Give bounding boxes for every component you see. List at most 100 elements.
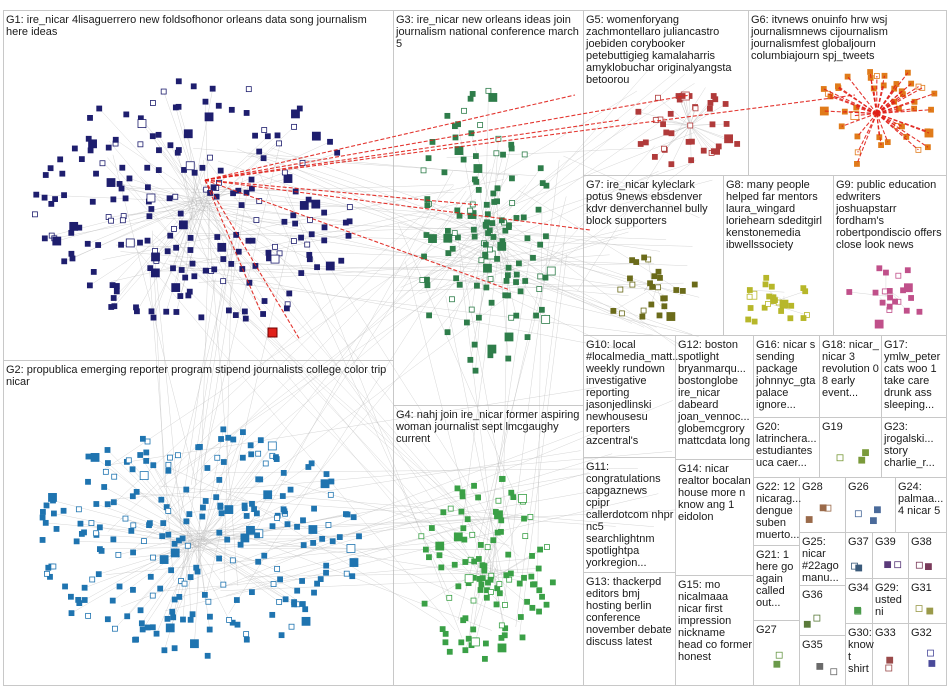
node-avatar[interactable]: [462, 647, 469, 654]
node-avatar[interactable]: [69, 255, 76, 262]
node-avatar[interactable]: [881, 288, 888, 295]
node-avatar[interactable]: [517, 614, 524, 620]
node-avatar[interactable]: [467, 95, 474, 102]
node-avatar[interactable]: [106, 178, 116, 187]
node-avatar[interactable]: [707, 100, 714, 106]
node-avatar[interactable]: [516, 580, 523, 587]
node-avatar[interactable]: [217, 167, 224, 174]
node-avatar[interactable]: [542, 274, 549, 281]
node-avatar[interactable]: [185, 161, 195, 171]
node-avatar[interactable]: [125, 457, 132, 464]
node-avatar[interactable]: [546, 266, 556, 276]
node-avatar[interactable]: [504, 332, 514, 342]
node-avatar[interactable]: [482, 655, 488, 662]
node-avatar[interactable]: [240, 533, 250, 543]
node-avatar[interactable]: [281, 508, 288, 515]
node-avatar[interactable]: [884, 561, 892, 569]
node-avatar[interactable]: [168, 567, 175, 574]
node-avatar[interactable]: [660, 121, 666, 128]
node-avatar[interactable]: [41, 194, 48, 201]
node-avatar[interactable]: [885, 664, 893, 672]
node-avatar[interactable]: [314, 580, 320, 587]
node-avatar[interactable]: [522, 278, 529, 284]
node-avatar[interactable]: [421, 253, 427, 260]
node-avatar[interactable]: [110, 499, 117, 506]
node-avatar[interactable]: [688, 157, 695, 164]
node-avatar[interactable]: [111, 473, 118, 480]
node-avatar[interactable]: [138, 620, 145, 627]
node-avatar[interactable]: [439, 626, 446, 633]
node-avatar[interactable]: [454, 485, 461, 492]
node-avatar[interactable]: [788, 302, 795, 309]
node-avatar[interactable]: [539, 180, 546, 187]
node-avatar[interactable]: [314, 264, 320, 271]
node-avatar[interactable]: [228, 261, 235, 267]
node-avatar[interactable]: [122, 195, 129, 202]
node-avatar[interactable]: [420, 167, 427, 174]
node-avatar[interactable]: [892, 298, 898, 305]
node-avatar[interactable]: [130, 586, 136, 593]
node-avatar[interactable]: [498, 622, 505, 629]
node-avatar[interactable]: [470, 637, 480, 647]
node-avatar[interactable]: [458, 639, 465, 646]
node-avatar[interactable]: [159, 555, 169, 564]
node-avatar[interactable]: [181, 580, 188, 587]
node-avatar[interactable]: [108, 217, 114, 224]
node-avatar[interactable]: [215, 102, 222, 109]
node-avatar[interactable]: [102, 468, 109, 475]
node-avatar[interactable]: [89, 576, 96, 583]
node-avatar[interactable]: [125, 238, 135, 248]
node-avatar[interactable]: [291, 599, 297, 606]
node-avatar[interactable]: [464, 574, 474, 584]
node-avatar[interactable]: [536, 286, 543, 292]
node-avatar[interactable]: [343, 570, 350, 577]
node-avatar[interactable]: [338, 257, 345, 264]
node-avatar[interactable]: [213, 193, 220, 200]
node-avatar[interactable]: [747, 305, 754, 311]
node-avatar[interactable]: [261, 298, 268, 304]
node-avatar[interactable]: [273, 454, 279, 461]
node-avatar[interactable]: [541, 315, 551, 324]
node-avatar[interactable]: [486, 246, 493, 253]
node-avatar[interactable]: [209, 85, 216, 92]
node-avatar[interactable]: [165, 531, 172, 538]
node-avatar[interactable]: [475, 494, 482, 501]
node-avatar[interactable]: [81, 529, 87, 536]
node-avatar[interactable]: [655, 284, 662, 291]
node-avatar[interactable]: [508, 489, 515, 496]
node-avatar[interactable]: [211, 266, 218, 273]
node-avatar[interactable]: [48, 200, 55, 207]
node-avatar[interactable]: [421, 600, 428, 607]
node-avatar[interactable]: [167, 232, 174, 239]
node-avatar[interactable]: [513, 271, 520, 278]
node-avatar[interactable]: [879, 299, 886, 306]
node-avatar[interactable]: [854, 133, 861, 140]
node-avatar[interactable]: [150, 100, 156, 106]
node-avatar[interactable]: [442, 639, 449, 646]
node-avatar[interactable]: [249, 500, 255, 507]
node-avatar[interactable]: [499, 475, 506, 482]
node-avatar[interactable]: [130, 549, 136, 556]
node-avatar[interactable]: [509, 175, 515, 182]
highlight-node[interactable]: [267, 327, 278, 338]
node-avatar[interactable]: [657, 274, 663, 281]
node-avatar[interactable]: [252, 132, 258, 139]
node-avatar[interactable]: [830, 668, 838, 676]
node-avatar[interactable]: [116, 583, 123, 590]
node-avatar[interactable]: [104, 501, 111, 508]
node-avatar[interactable]: [651, 153, 658, 160]
node-avatar[interactable]: [50, 563, 57, 570]
node-avatar[interactable]: [899, 123, 905, 130]
node-avatar[interactable]: [213, 494, 220, 501]
node-avatar[interactable]: [134, 308, 140, 315]
node-avatar[interactable]: [470, 597, 477, 604]
node-avatar[interactable]: [916, 308, 923, 315]
node-avatar[interactable]: [666, 312, 676, 321]
node-avatar[interactable]: [171, 540, 178, 547]
node-avatar[interactable]: [69, 221, 79, 231]
node-avatar[interactable]: [483, 201, 490, 208]
node-avatar[interactable]: [261, 127, 268, 133]
node-avatar[interactable]: [109, 597, 116, 604]
node-avatar[interactable]: [441, 169, 448, 176]
node-avatar[interactable]: [819, 504, 827, 512]
